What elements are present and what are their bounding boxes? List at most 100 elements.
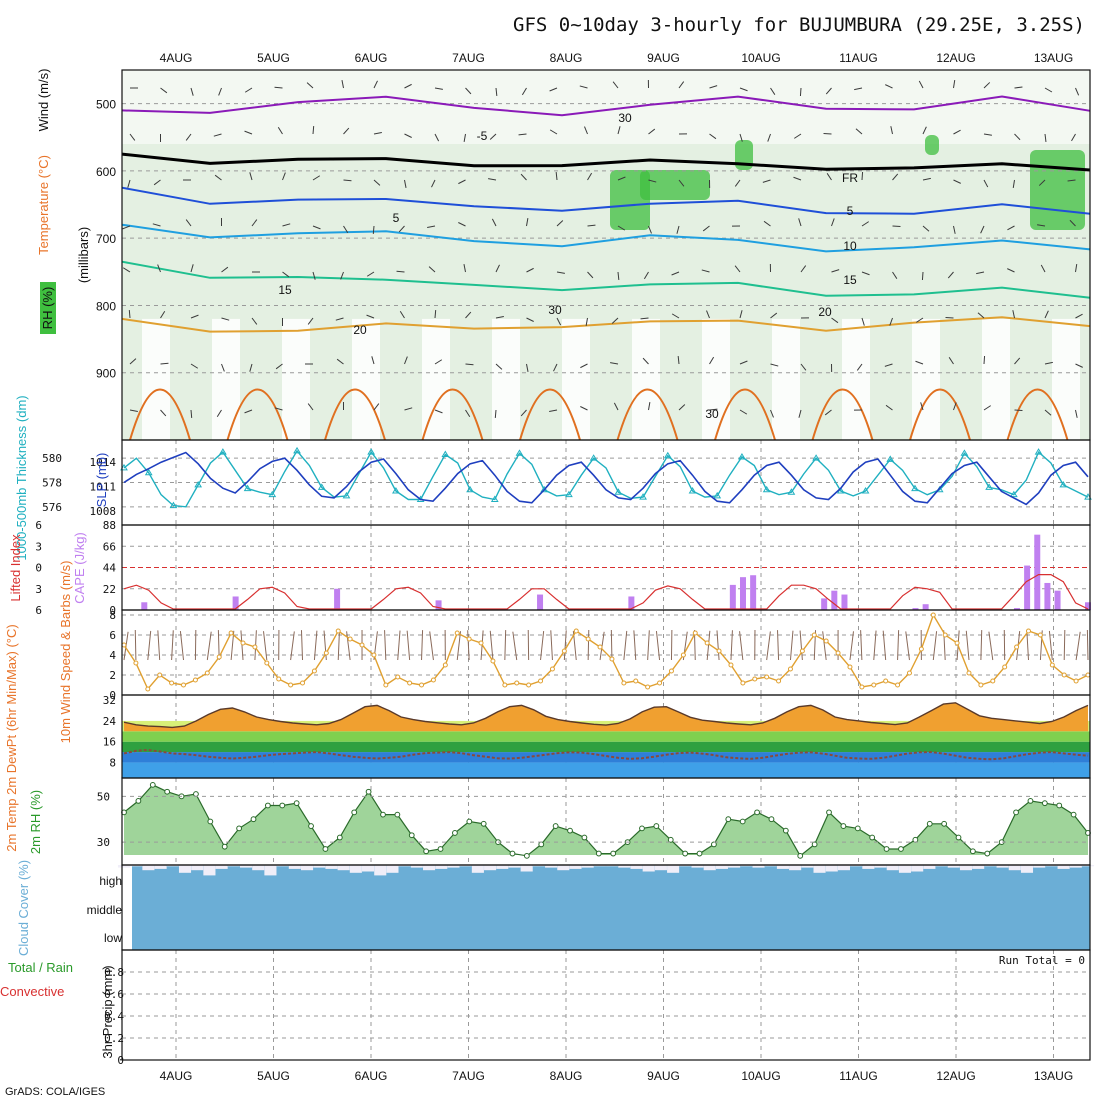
cape-bar xyxy=(141,602,148,610)
wind-barb xyxy=(861,221,869,227)
wind-barb xyxy=(216,409,222,418)
wind-barb xyxy=(373,131,382,135)
contour-label-2: 5 xyxy=(393,211,400,225)
wind-barb xyxy=(1038,179,1046,186)
wind-barb xyxy=(549,409,558,413)
wind-speed-marker xyxy=(347,636,353,642)
cape-bar xyxy=(1085,602,1091,610)
rh-marker xyxy=(696,850,703,857)
cloud-high-gap xyxy=(313,865,326,868)
wind-barb xyxy=(185,219,192,227)
pressure-tick-700: 700 xyxy=(96,232,116,246)
cloud-high-gap xyxy=(435,865,448,869)
thickness-marker xyxy=(614,488,623,495)
wind-speed-marker xyxy=(1025,628,1031,634)
rh-marker xyxy=(250,816,257,823)
rh-tick-30: 30 xyxy=(97,836,110,849)
thickness-marker xyxy=(960,449,969,456)
rh-clear-column-5 xyxy=(492,318,520,440)
rh-tick-50: 50 xyxy=(97,790,110,803)
wind-barb xyxy=(617,225,626,231)
wind-barb xyxy=(494,409,497,419)
isotherm-5 xyxy=(121,186,1091,215)
wind-barb xyxy=(371,356,375,365)
wind-speed-marker xyxy=(502,682,508,688)
wind-speed-marker xyxy=(192,677,198,683)
wind-speed-marker xyxy=(181,682,187,688)
cape-bar xyxy=(334,588,341,610)
thickness-marker xyxy=(1059,480,1068,488)
wind-barb xyxy=(549,87,558,92)
wind-barb xyxy=(709,133,717,140)
rh-marker xyxy=(293,800,300,807)
date-label-top-4: 8AUG xyxy=(550,51,583,65)
cloud-high-gap xyxy=(911,865,924,872)
surface-wind-barb xyxy=(263,631,268,661)
wind-barb xyxy=(947,271,954,279)
wind-speed-marker xyxy=(942,632,948,638)
wind-barb xyxy=(465,87,472,95)
wind-barb xyxy=(160,87,168,94)
surface-wind-barb xyxy=(429,631,434,661)
thickness-marker xyxy=(194,480,203,488)
cloud-high-gap xyxy=(227,865,240,867)
surface-wind-barb xyxy=(1063,630,1066,661)
thickness-marker xyxy=(985,483,994,490)
wind-speed-marker xyxy=(573,628,579,634)
cloud-high-gap xyxy=(362,865,375,872)
date-label-bottom-3: 7AUG xyxy=(452,1069,485,1083)
rh-marker xyxy=(308,823,314,829)
date-label-top-5: 9AUG xyxy=(647,51,680,65)
surface-wind-barb xyxy=(965,630,970,661)
wind-barb xyxy=(824,409,832,416)
cloud-high-gap xyxy=(874,865,887,868)
date-label-top-0: 4AUG xyxy=(160,51,193,65)
wind-barb xyxy=(983,133,992,136)
surface-wind-barb xyxy=(706,630,711,661)
surface-wind-barb xyxy=(489,630,494,661)
wind-barb xyxy=(495,87,498,97)
contour-label-0: -5 xyxy=(477,129,488,143)
wind-barb xyxy=(739,360,748,365)
wind-speed-marker xyxy=(692,630,698,636)
wind-barb xyxy=(218,87,222,96)
cloud-high-gap xyxy=(813,865,826,873)
rh-marker xyxy=(207,818,214,825)
wind-speed-marker xyxy=(930,612,936,618)
wind-barb xyxy=(770,87,776,95)
cloud-high-gap xyxy=(789,865,802,871)
thickness-marker xyxy=(342,491,351,499)
rh-marker xyxy=(1070,811,1077,818)
wind-barb xyxy=(307,403,314,411)
cloud-high-gap xyxy=(300,865,314,871)
slp-tick-1014: 1014 xyxy=(90,456,117,469)
wind-barb xyxy=(892,173,899,181)
wind-barb xyxy=(1069,219,1076,227)
wind-speed-marker xyxy=(954,640,960,646)
contour-label-11: 30 xyxy=(705,407,719,421)
cloud-high-gap xyxy=(740,865,753,867)
wind-barb xyxy=(885,84,893,89)
temp-color-band-3 xyxy=(122,731,1090,742)
wind-speed-marker xyxy=(133,660,139,666)
wind-barb xyxy=(404,133,412,138)
cloud-level-middle: middle xyxy=(87,903,123,917)
cloud-high-gap xyxy=(264,865,277,876)
rh-marker xyxy=(984,850,991,857)
wind-barb xyxy=(373,179,381,186)
precip-tick-0.4: 0.4 xyxy=(104,1010,124,1023)
wind-speed-marker xyxy=(597,644,603,650)
wind-barb xyxy=(587,271,594,279)
wind-barb xyxy=(526,363,529,372)
wind-tick-6: 6 xyxy=(109,629,116,642)
wind-barb xyxy=(1037,224,1046,227)
wind-barb xyxy=(463,264,466,273)
wind-barb xyxy=(431,179,436,188)
cape-bar xyxy=(841,594,848,610)
wind-speed-marker xyxy=(978,682,984,688)
cloud-high-gap xyxy=(801,865,814,868)
rh-marker xyxy=(711,841,717,848)
wind-barb xyxy=(953,80,956,89)
cloud-high-gap xyxy=(239,865,253,868)
temp-tick-24: 24 xyxy=(103,715,117,728)
